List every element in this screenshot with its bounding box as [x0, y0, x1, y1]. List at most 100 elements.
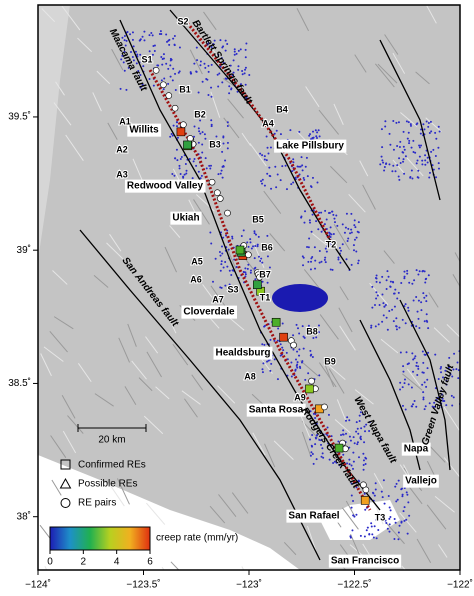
seismicity	[407, 306, 410, 309]
seismicity	[425, 319, 428, 322]
seismicity	[153, 50, 156, 53]
seismicity	[421, 163, 424, 166]
seismicity	[241, 73, 244, 76]
seismicity	[388, 163, 391, 166]
seismicity	[273, 132, 276, 135]
relief	[426, 5, 437, 24]
seismicity	[417, 169, 420, 172]
seismicity	[310, 328, 313, 331]
relief	[339, 325, 356, 351]
seismicity	[409, 124, 412, 127]
seismicity	[392, 119, 395, 122]
seismicity	[404, 303, 407, 306]
seismicity	[151, 34, 154, 37]
seismicity	[166, 40, 169, 43]
seismicity	[412, 403, 415, 406]
place-label-box	[401, 442, 431, 456]
relief	[52, 270, 68, 285]
seismicity	[324, 247, 327, 250]
seismicity	[363, 425, 366, 428]
seismicity	[310, 451, 313, 454]
seismicity	[423, 381, 426, 384]
seismicity	[160, 79, 163, 82]
seismicity	[422, 123, 425, 126]
seismicity	[309, 349, 312, 352]
seismicity	[389, 515, 392, 518]
re-square	[360, 496, 370, 505]
relief	[374, 63, 395, 88]
seismicity	[269, 175, 272, 178]
seismicity	[222, 236, 225, 239]
seismicity	[276, 173, 279, 176]
seismicity	[398, 326, 401, 329]
seismicity	[452, 396, 455, 399]
seismicity	[203, 133, 206, 136]
seismicity	[357, 432, 360, 435]
seismicity	[371, 285, 374, 288]
seismicity	[279, 179, 282, 182]
creep-trace	[183, 19, 332, 241]
seismicity	[374, 325, 377, 328]
seismicity	[265, 159, 268, 162]
seismicity	[333, 217, 336, 220]
seismicity	[379, 163, 382, 166]
seismicity	[222, 266, 225, 269]
re-square	[334, 443, 344, 453]
seismicity	[217, 85, 220, 88]
seismicity	[327, 212, 330, 215]
seismicity	[388, 132, 391, 135]
seismicity	[365, 457, 368, 460]
seismicity	[380, 128, 383, 131]
seismicity	[261, 154, 264, 157]
seismicity	[402, 510, 405, 513]
seismicity	[327, 242, 330, 245]
seismicity	[419, 132, 422, 135]
seismicity	[418, 270, 421, 273]
seismicity	[362, 459, 365, 462]
seismicity	[384, 303, 387, 306]
seismicity	[257, 235, 260, 238]
re-circle	[216, 195, 224, 202]
seismicity	[220, 169, 223, 172]
re-circle	[160, 81, 167, 89]
seismicity	[317, 324, 320, 327]
seismicity	[421, 350, 424, 353]
seismicity	[197, 170, 200, 173]
seismicity	[452, 368, 455, 371]
seismicity	[333, 221, 336, 224]
seismicity	[320, 443, 323, 446]
seismicity	[352, 436, 355, 439]
seismicity	[407, 501, 410, 504]
seismicity	[422, 398, 425, 401]
seismicity	[353, 238, 356, 241]
relief	[241, 132, 252, 147]
re-circle	[360, 481, 367, 489]
seismicity	[384, 120, 387, 123]
relief	[184, 398, 198, 418]
seismicity	[204, 66, 207, 69]
seismicity	[393, 517, 396, 520]
seismicity	[150, 31, 153, 34]
relief	[348, 193, 366, 213]
seismicity	[363, 441, 366, 444]
seismicity	[394, 485, 397, 488]
seismicity	[159, 30, 162, 33]
seismicity	[406, 269, 409, 272]
seismicity	[220, 286, 223, 289]
seismicity	[335, 461, 338, 464]
seismicity	[410, 146, 413, 149]
seismicity	[210, 123, 213, 126]
y-tick-label: 38.5˚	[8, 377, 31, 389]
seismicity	[325, 250, 328, 253]
seismicity	[306, 175, 309, 178]
seismicity	[424, 405, 427, 408]
seismicity	[413, 399, 416, 402]
seismicity	[320, 260, 323, 263]
place-label: Willits	[129, 125, 159, 136]
seismicity	[150, 60, 153, 63]
place-label-box	[328, 554, 402, 568]
seismicity	[261, 280, 264, 283]
seismicity	[306, 245, 309, 248]
relief	[299, 412, 311, 438]
seismicity	[401, 493, 404, 496]
